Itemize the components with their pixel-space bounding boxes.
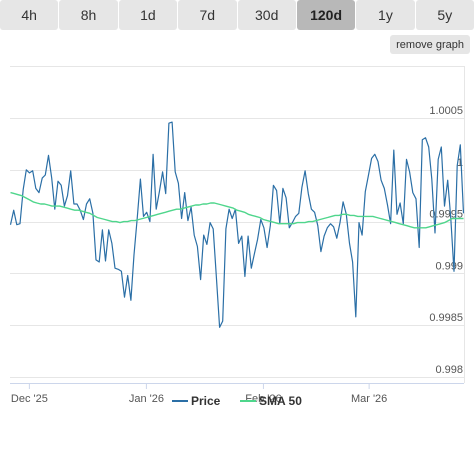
x-axis: Dec '25 Jan '26 Feb '26 Mar '26 xyxy=(10,383,464,405)
x-tick-label: Jan '26 xyxy=(129,393,164,405)
legend-label: SMA 50 xyxy=(259,394,302,408)
series-line-price xyxy=(9,121,465,328)
y-axis: 1.0005 1 0.9995 0.999 0.9985 0.998 xyxy=(429,105,463,376)
grid-lines xyxy=(10,66,465,383)
tab-120d[interactable]: 120d xyxy=(296,0,356,30)
legend-label: Price xyxy=(191,394,221,408)
remove-graph-button[interactable]: remove graph xyxy=(390,35,470,54)
series-lines xyxy=(9,121,465,328)
tab-1y[interactable]: 1y xyxy=(356,0,415,30)
x-tick-label: Dec '25 xyxy=(11,393,48,405)
y-tick-label: 0.999 xyxy=(435,260,463,272)
series-line-sma-50 xyxy=(10,191,464,229)
y-tick-label: 0.9995 xyxy=(429,209,463,221)
y-tick-label: 1.0005 xyxy=(429,105,463,117)
x-tick-label: Mar '26 xyxy=(351,393,387,405)
legend[interactable]: Price SMA 50 xyxy=(172,394,302,408)
legend-item-price[interactable]: Price xyxy=(172,394,221,408)
tab-7d[interactable]: 7d xyxy=(178,0,237,30)
y-tick-label: 0.998 xyxy=(435,364,463,376)
tab-8h[interactable]: 8h xyxy=(59,0,118,30)
tab-5y[interactable]: 5y xyxy=(415,0,474,30)
tab-4h[interactable]: 4h xyxy=(0,0,59,30)
tab-30d[interactable]: 30d xyxy=(237,0,296,30)
y-tick-label: 0.9985 xyxy=(429,312,463,324)
y-tick-label: 1 xyxy=(457,157,463,169)
tab-1d[interactable]: 1d xyxy=(118,0,178,30)
legend-item-sma-50[interactable]: SMA 50 xyxy=(240,394,302,408)
range-tabs: 4h 8h 1d 7d 30d 120d 1y 5y xyxy=(0,0,474,30)
